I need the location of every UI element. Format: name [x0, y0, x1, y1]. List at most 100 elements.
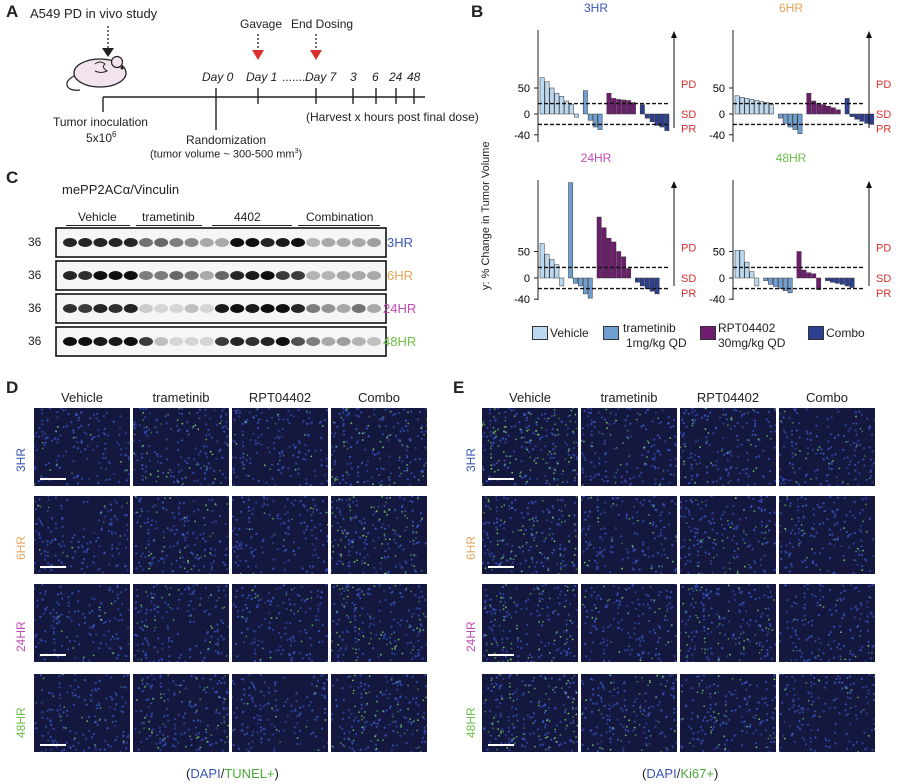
blot-band [154, 337, 169, 346]
bar [559, 277, 565, 287]
bar [759, 101, 765, 115]
tunel-image-tile [34, 408, 130, 486]
gavage-arrow [252, 50, 264, 60]
ki67-image-tile [581, 584, 677, 662]
bar [796, 251, 802, 279]
e-col-vehicle: Vehicle [509, 390, 551, 405]
y-tick-label: 0 [719, 109, 725, 121]
hour-48-label: 48 [407, 70, 421, 84]
scale-bar [488, 478, 514, 480]
blot-band [291, 304, 305, 313]
bar [574, 113, 579, 118]
blot-band [215, 337, 229, 346]
bar [654, 277, 660, 295]
blot-band [351, 337, 366, 346]
bar [849, 113, 855, 117]
tunel-image-tile [232, 674, 328, 752]
blot-band [260, 271, 275, 280]
bar [825, 277, 830, 281]
blot-band [336, 271, 351, 280]
bar [744, 261, 750, 279]
blot-band [154, 304, 169, 313]
bar [734, 250, 740, 279]
bar [816, 103, 822, 115]
tunel-image-tile [232, 408, 328, 486]
response-label: PR [876, 288, 891, 300]
bar [606, 238, 612, 279]
blot-band [184, 238, 199, 247]
legend-trametinib: trametinib [623, 321, 676, 335]
bar [582, 90, 588, 115]
harvest-label: (Harvest x hours post final dose) [306, 110, 479, 124]
bar [754, 100, 760, 115]
panel-a-label: A [6, 2, 19, 21]
ki67-image-tile [482, 674, 578, 752]
chart-title: 24HR [581, 151, 612, 165]
inoculation-label: Tumor inoculation [53, 115, 148, 129]
y-tick-label: 50 [518, 83, 530, 95]
bar [811, 273, 817, 279]
blot-label-6hr: 6HR [387, 268, 414, 283]
bar [834, 277, 840, 284]
tunel-image-tile [133, 496, 229, 574]
day1-label: Day 1 [246, 70, 278, 84]
blot-band [321, 304, 336, 313]
marker-3hr: 36 [28, 235, 42, 249]
bar [773, 277, 778, 287]
panel-e-label: E [453, 378, 465, 397]
bar [787, 277, 793, 294]
ki67-image-tile [482, 584, 578, 662]
day0-label: Day 0 [202, 70, 234, 84]
blot-band [306, 304, 321, 313]
bar [826, 105, 831, 115]
ki67-image-tile [779, 584, 875, 662]
response-label: PD [681, 79, 696, 91]
bar [635, 277, 640, 283]
bar [659, 113, 665, 128]
group-vehicle: Vehicle [78, 210, 117, 224]
bar [777, 113, 783, 119]
blot-band [291, 337, 305, 346]
legend-swatch-rpt [700, 326, 716, 340]
bar [568, 182, 574, 279]
study-title: A549 PD in vivo study [30, 6, 158, 21]
bar [587, 113, 593, 121]
e-col-rpt04402: RPT04402 [696, 390, 760, 405]
blot-band [230, 271, 245, 280]
bar [839, 277, 845, 285]
ki67-image-tile [482, 496, 578, 574]
response-label: SD [876, 273, 891, 285]
bar [835, 109, 841, 115]
marker-48hr: 36 [28, 334, 42, 348]
legend-swatch-vehicle [532, 326, 548, 340]
bar [754, 277, 760, 287]
blot-band [260, 337, 275, 346]
legend-trametinib-dose: 1mg/kg QD [626, 336, 687, 350]
bar [763, 277, 769, 281]
bar [631, 102, 636, 115]
bar [801, 269, 807, 279]
chart-title: 3HR [584, 1, 608, 15]
blot-band [78, 271, 93, 280]
tunel-image-tile [34, 674, 130, 752]
blot-label-24hr: 24HR [383, 301, 417, 316]
blot-band [321, 271, 336, 280]
hour-24-label: 24 [389, 70, 403, 84]
randomization-label: Randomization [186, 133, 267, 147]
blot-band [275, 304, 290, 313]
e-row-3hr: 3HR [464, 447, 478, 472]
tumor-volume-label: (tumor volume ~ 300-500 mm3) [150, 148, 303, 161]
bar [539, 243, 545, 279]
timeline-diagram [66, 26, 425, 130]
ki67-image-tile [680, 408, 776, 486]
blot-strip [55, 326, 387, 357]
ki67-image-tile [779, 496, 875, 574]
blot-band [63, 337, 77, 346]
scale-bar [40, 478, 66, 480]
legend-swatch-trametinib [603, 326, 619, 340]
response-label: SD [681, 109, 696, 121]
blot-band [306, 271, 321, 280]
legend-vehicle: Vehicle [550, 326, 589, 340]
ki67-image-tile [680, 496, 776, 574]
blot-band [306, 238, 321, 247]
